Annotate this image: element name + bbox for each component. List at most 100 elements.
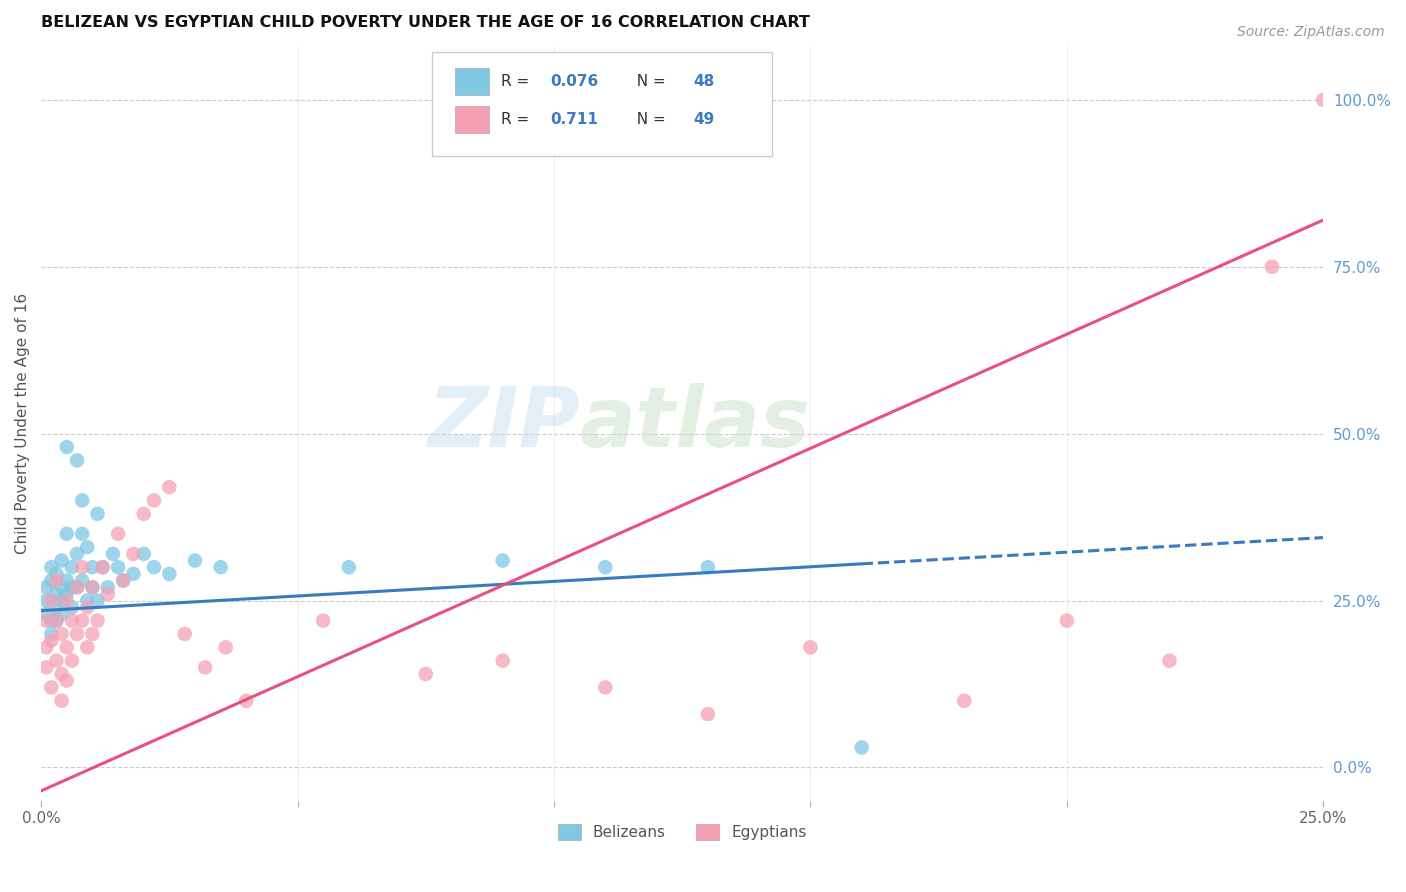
Point [41, 633, 63, 648]
FancyBboxPatch shape [432, 52, 772, 156]
Point [492, 553, 515, 567]
Point [66, 453, 89, 467]
Point [415, 667, 437, 681]
Point [51, 694, 73, 708]
Point [35, 593, 58, 607]
Point [45, 574, 67, 588]
Point [76, 593, 98, 607]
Point [142, 493, 165, 508]
Point [1261, 260, 1284, 274]
Point [55, 593, 77, 607]
Point [66, 627, 89, 641]
Point [696, 560, 718, 574]
Point [97, 587, 120, 601]
Point [1056, 614, 1078, 628]
Point [112, 574, 135, 588]
Text: ZIP: ZIP [427, 384, 579, 464]
Point [142, 560, 165, 574]
Point [45, 614, 67, 628]
Point [45, 600, 67, 615]
Point [41, 614, 63, 628]
Point [82, 580, 104, 594]
Point [76, 640, 98, 655]
Text: R =: R = [502, 112, 540, 128]
Point [86, 614, 108, 628]
Point [51, 627, 73, 641]
Point [35, 660, 58, 674]
Point [66, 580, 89, 594]
Point [45, 587, 67, 601]
Point [55, 574, 77, 588]
Point [157, 480, 180, 494]
Point [107, 526, 129, 541]
Point [60, 614, 83, 628]
Point [215, 640, 238, 655]
Point [60, 580, 83, 594]
FancyBboxPatch shape [456, 69, 489, 95]
Point [173, 627, 195, 641]
Point [122, 566, 145, 581]
Point [41, 560, 63, 574]
Point [60, 654, 83, 668]
Point [86, 593, 108, 607]
Point [55, 587, 77, 601]
Point [51, 580, 73, 594]
Point [41, 681, 63, 695]
Point [55, 440, 77, 454]
Point [76, 540, 98, 554]
Point [35, 640, 58, 655]
Point [51, 553, 73, 567]
Point [70, 493, 93, 508]
Point [194, 660, 217, 674]
Y-axis label: Child Poverty Under the Age of 16: Child Poverty Under the Age of 16 [15, 293, 30, 554]
Point [97, 580, 120, 594]
Point [132, 547, 155, 561]
Point [82, 560, 104, 574]
Text: N =: N = [627, 112, 671, 128]
Point [55, 673, 77, 688]
Text: 49: 49 [693, 112, 716, 128]
Point [953, 694, 976, 708]
Point [60, 600, 83, 615]
Point [41, 574, 63, 588]
Point [45, 566, 67, 581]
Point [35, 614, 58, 628]
Point [51, 667, 73, 681]
Text: BELIZEAN VS EGYPTIAN CHILD POVERTY UNDER THE AGE OF 16 CORRELATION CHART: BELIZEAN VS EGYPTIAN CHILD POVERTY UNDER… [41, 15, 810, 30]
Point [157, 566, 180, 581]
Point [41, 593, 63, 607]
Text: Source: ZipAtlas.com: Source: ZipAtlas.com [1237, 25, 1385, 39]
Point [799, 640, 821, 655]
Point [45, 614, 67, 628]
Point [76, 600, 98, 615]
Point [112, 574, 135, 588]
Point [70, 574, 93, 588]
Point [86, 507, 108, 521]
Text: 48: 48 [693, 74, 716, 89]
Point [1159, 654, 1181, 668]
Point [70, 560, 93, 574]
Point [337, 560, 360, 574]
Point [70, 526, 93, 541]
Text: 0.076: 0.076 [550, 74, 599, 89]
Point [55, 640, 77, 655]
FancyBboxPatch shape [456, 106, 489, 133]
Text: 0.711: 0.711 [550, 112, 598, 128]
Point [66, 547, 89, 561]
Point [91, 560, 114, 574]
Point [70, 614, 93, 628]
Point [107, 560, 129, 574]
Point [55, 526, 77, 541]
Point [51, 593, 73, 607]
Point [41, 627, 63, 641]
Point [492, 654, 515, 668]
Point [593, 681, 616, 695]
Point [209, 560, 232, 574]
Point [60, 560, 83, 574]
Point [1312, 93, 1334, 107]
Point [101, 547, 124, 561]
Point [82, 580, 104, 594]
Point [235, 694, 257, 708]
Point [312, 614, 335, 628]
Point [91, 560, 114, 574]
